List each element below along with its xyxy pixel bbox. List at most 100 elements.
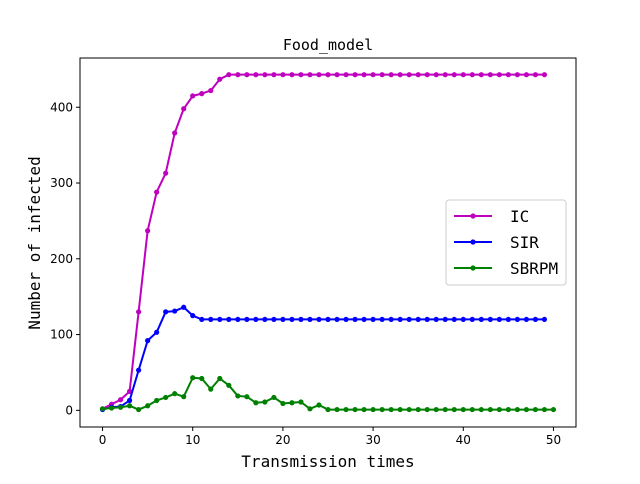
data-point-ic: [424, 72, 430, 78]
data-point-sbrpm: [487, 406, 493, 413]
y-tick-label: 0: [65, 403, 73, 417]
legend-label-sbrpm: SBRPM: [510, 259, 558, 278]
data-point-ic: [532, 72, 539, 78]
y-axis-label: Number of infected: [25, 156, 44, 329]
data-point-sbrpm: [505, 406, 511, 413]
data-point-sir: [343, 316, 349, 323]
data-point-ic: [253, 72, 259, 78]
data-point-sbrpm: [514, 406, 520, 413]
data-point-ic: [460, 72, 466, 78]
data-point-sbrpm: [190, 375, 196, 381]
data-point-ic: [136, 309, 142, 315]
data-point-ic: [163, 170, 169, 176]
data-point-sir: [397, 316, 403, 323]
data-point-sbrpm: [424, 406, 430, 413]
data-point-ic: [442, 72, 448, 78]
legend-item-ic: IC: [454, 207, 529, 226]
legend-item-sbrpm: SBRPM: [454, 259, 558, 278]
data-point-ic: [145, 228, 151, 234]
data-point-ic: [226, 72, 232, 78]
data-point-sir: [388, 316, 394, 323]
data-point-ic: [496, 72, 502, 78]
y-tick-label: 200: [50, 252, 73, 266]
data-point-sbrpm: [253, 400, 259, 406]
y-tick-label: 100: [50, 328, 73, 342]
data-point-ic: [117, 397, 124, 403]
data-point-sbrpm: [442, 406, 448, 413]
legend: IC SIR SBRPM: [445, 199, 567, 286]
data-point-sbrpm: [181, 394, 187, 400]
data-point-ic: [523, 72, 530, 78]
legend-marker-ic: [470, 213, 476, 219]
data-point-sbrpm: [325, 406, 331, 413]
data-point-sir: [217, 316, 223, 323]
data-point-ic: [325, 72, 331, 78]
data-point-sbrpm: [523, 406, 530, 413]
data-point-sir: [226, 316, 232, 323]
data-point-sir: [496, 316, 502, 323]
data-point-sbrpm: [343, 406, 349, 413]
legend-label-sir: SIR: [510, 233, 539, 252]
data-point-sbrpm: [397, 406, 403, 413]
data-point-sir: [361, 316, 367, 323]
data-point-ic: [397, 72, 403, 78]
data-point-sbrpm: [127, 403, 133, 409]
x-tick-label: 50: [546, 433, 561, 447]
data-point-ic: [217, 76, 223, 82]
data-point-ic: [262, 72, 268, 78]
x-tick-label: 0: [99, 433, 107, 447]
data-point-ic: [433, 72, 439, 78]
data-point-sbrpm: [541, 406, 548, 413]
data-point-sbrpm: [154, 397, 160, 404]
data-point-sbrpm: [307, 406, 313, 412]
data-point-sir: [262, 316, 268, 323]
data-point-sir: [469, 316, 475, 323]
data-point-sbrpm: [289, 400, 295, 406]
legend-box: [445, 199, 567, 286]
data-point-sbrpm: [451, 406, 457, 413]
data-point-sir: [163, 309, 169, 315]
data-point-sbrpm: [280, 400, 286, 407]
data-point-ic: [388, 72, 394, 78]
data-point-sbrpm: [478, 406, 484, 413]
legend-label-ic: IC: [510, 207, 529, 226]
data-point-ic: [235, 72, 241, 78]
x-tick-label: 10: [185, 433, 200, 447]
data-point-ic: [406, 72, 412, 78]
data-point-sbrpm: [406, 406, 412, 413]
data-point-sbrpm: [469, 406, 475, 413]
data-point-sbrpm: [361, 406, 367, 413]
data-point-ic: [298, 72, 304, 78]
data-point-sir: [244, 316, 250, 323]
data-point-sir: [379, 316, 385, 323]
data-point-sir: [253, 316, 259, 323]
data-point-sir: [514, 316, 520, 323]
data-point-sir: [370, 316, 376, 323]
data-point-ic: [154, 189, 160, 195]
data-point-sbrpm: [99, 406, 106, 412]
data-point-sbrpm: [262, 399, 268, 405]
data-point-sbrpm: [199, 375, 205, 382]
x-tick-label: 30: [365, 433, 380, 447]
data-point-sbrpm: [550, 406, 557, 413]
data-point-sir: [406, 316, 412, 323]
data-point-ic: [190, 93, 196, 99]
data-point-sir: [127, 397, 133, 404]
data-point-sbrpm: [433, 406, 439, 413]
data-point-sbrpm: [136, 406, 142, 413]
x-tick-label: 20: [275, 433, 290, 447]
data-point-sir: [298, 316, 304, 323]
data-point-sir: [235, 316, 241, 323]
data-point-ic: [478, 72, 484, 78]
data-point-sbrpm: [117, 404, 124, 410]
data-point-sir: [145, 338, 151, 344]
data-point-sir: [433, 316, 439, 323]
data-point-sir: [172, 308, 178, 314]
data-point-sir: [136, 367, 142, 373]
data-point-ic: [289, 72, 295, 78]
data-point-sbrpm: [334, 406, 340, 413]
data-point-ic: [379, 72, 385, 78]
data-point-ic: [307, 72, 313, 78]
data-point-sir: [505, 316, 511, 323]
